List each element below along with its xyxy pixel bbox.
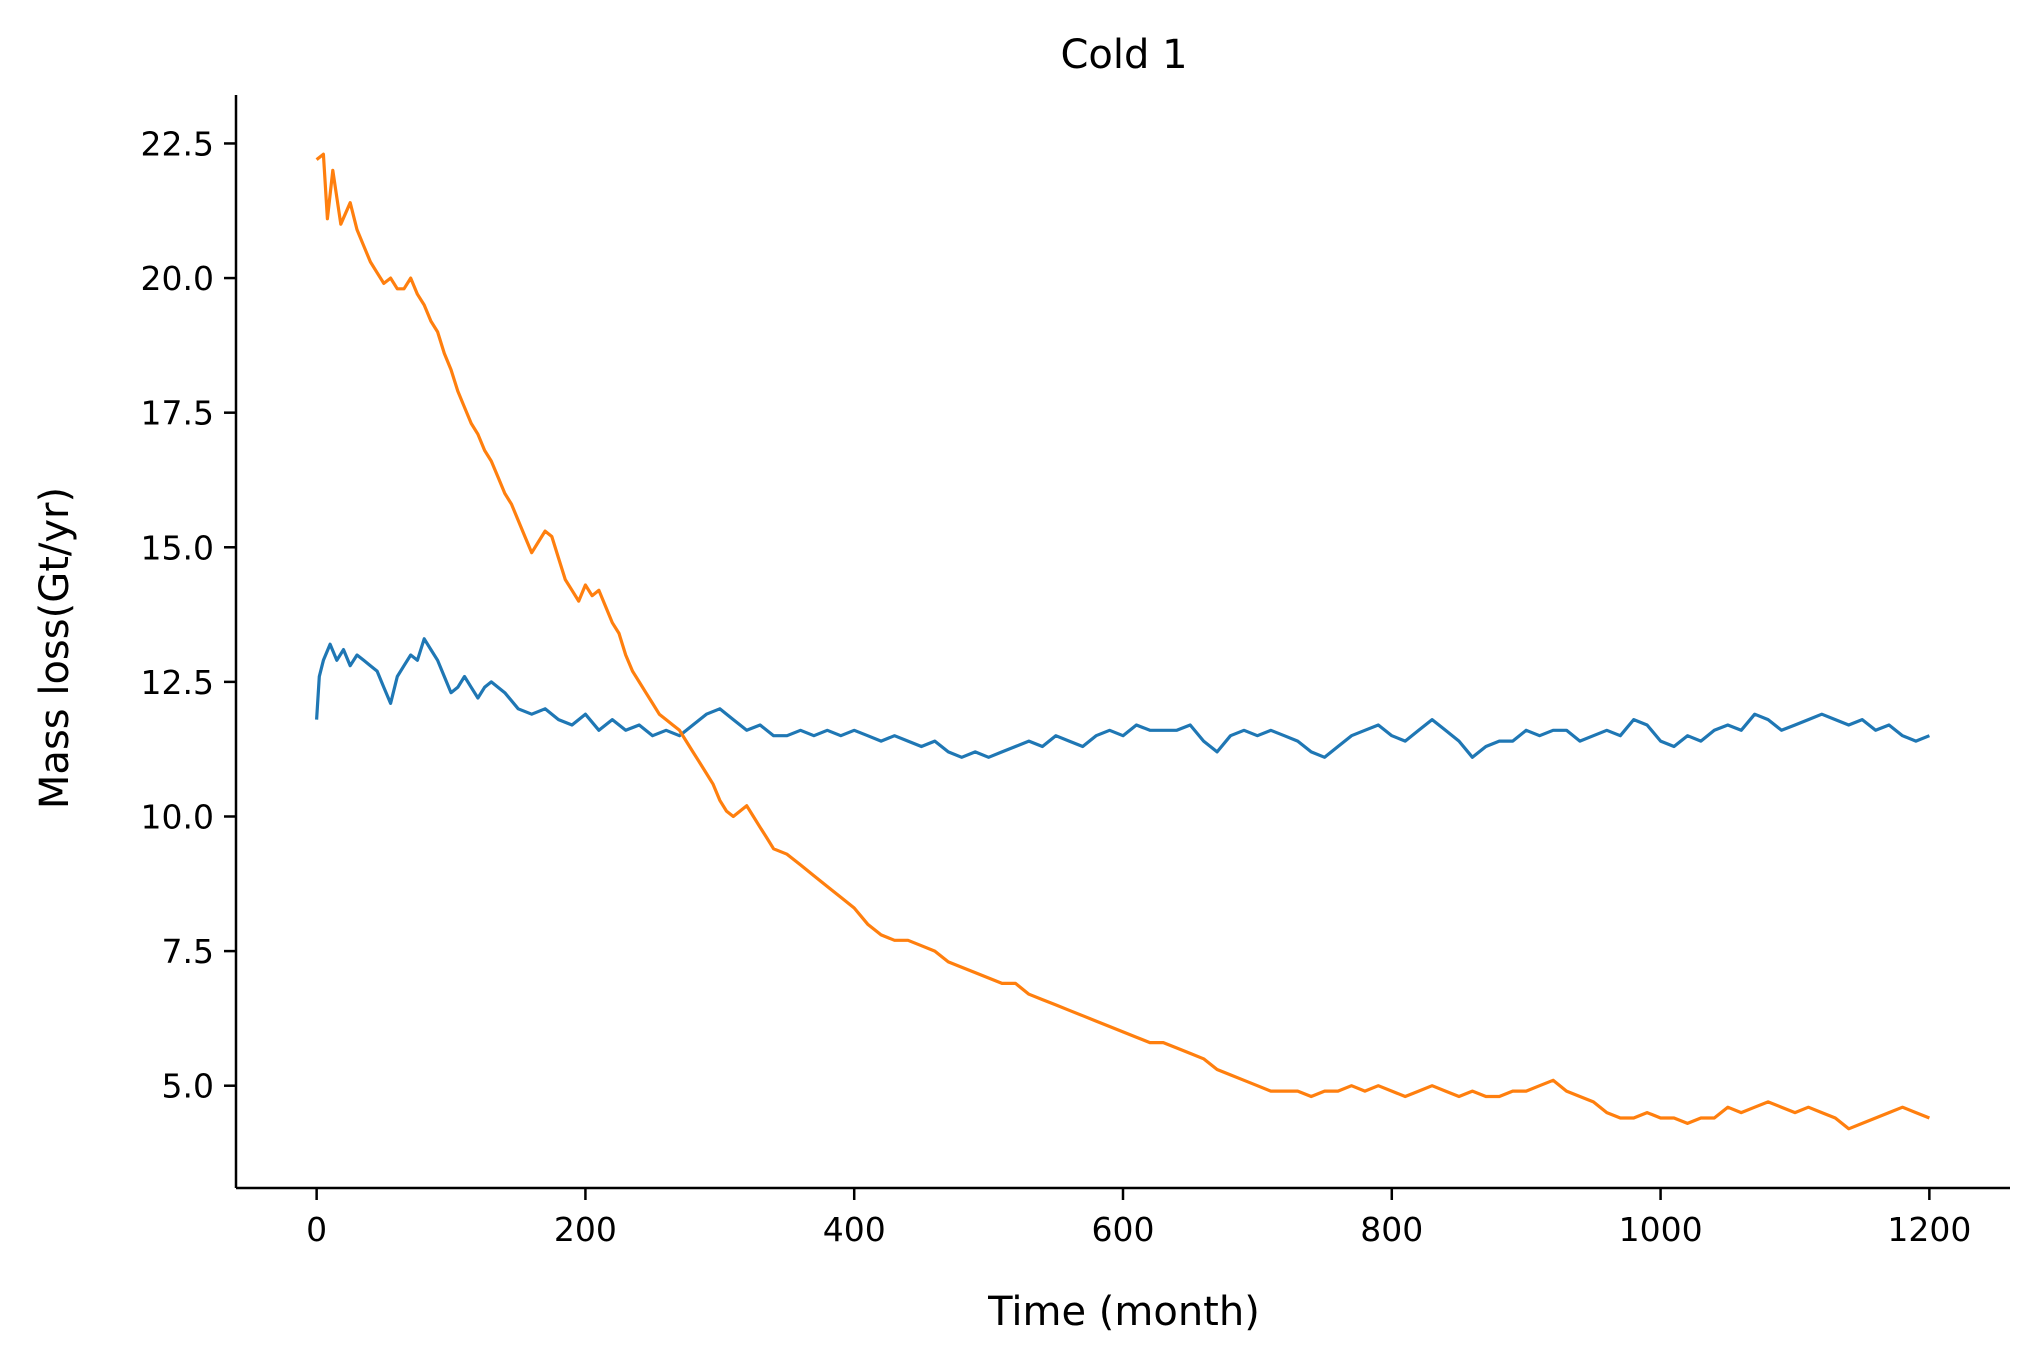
series-line-2 [315, 152, 1930, 1131]
x-tick-label: 0 [306, 1210, 327, 1249]
y-axis-ticks: 5.0 7.5 10.0 12.5 15.0 17.5 20.0 22.5 [141, 124, 236, 1106]
x-axis-ticks: 0 200 400 600 800 1000 1200 [306, 1188, 1971, 1249]
y-tick-label: 5.0 [162, 1067, 214, 1106]
y-axis-title: Mass loss(Gt/yr) [32, 487, 78, 809]
x-tick-label: 1000 [1619, 1210, 1703, 1249]
y-tick-label: 22.5 [141, 124, 214, 163]
x-tick-label: 600 [1092, 1210, 1155, 1249]
y-tick-label: 10.0 [141, 797, 214, 836]
series-layer [315, 152, 1930, 1131]
x-tick-label: 400 [823, 1210, 886, 1249]
y-tick-label: 15.0 [141, 528, 214, 567]
x-tick-label: 1200 [1887, 1210, 1971, 1249]
y-tick-label: 20.0 [141, 259, 214, 298]
y-tick-label: 12.5 [141, 663, 214, 702]
y-tick-label: 7.5 [162, 932, 214, 971]
x-axis-title: Time (month) [987, 1289, 1260, 1335]
x-tick-label: 200 [554, 1210, 617, 1249]
series-line-1 [315, 637, 1930, 759]
x-tick-label: 800 [1360, 1210, 1423, 1249]
chart-title: Cold 1 [1060, 32, 1187, 78]
y-tick-label: 17.5 [141, 394, 214, 433]
